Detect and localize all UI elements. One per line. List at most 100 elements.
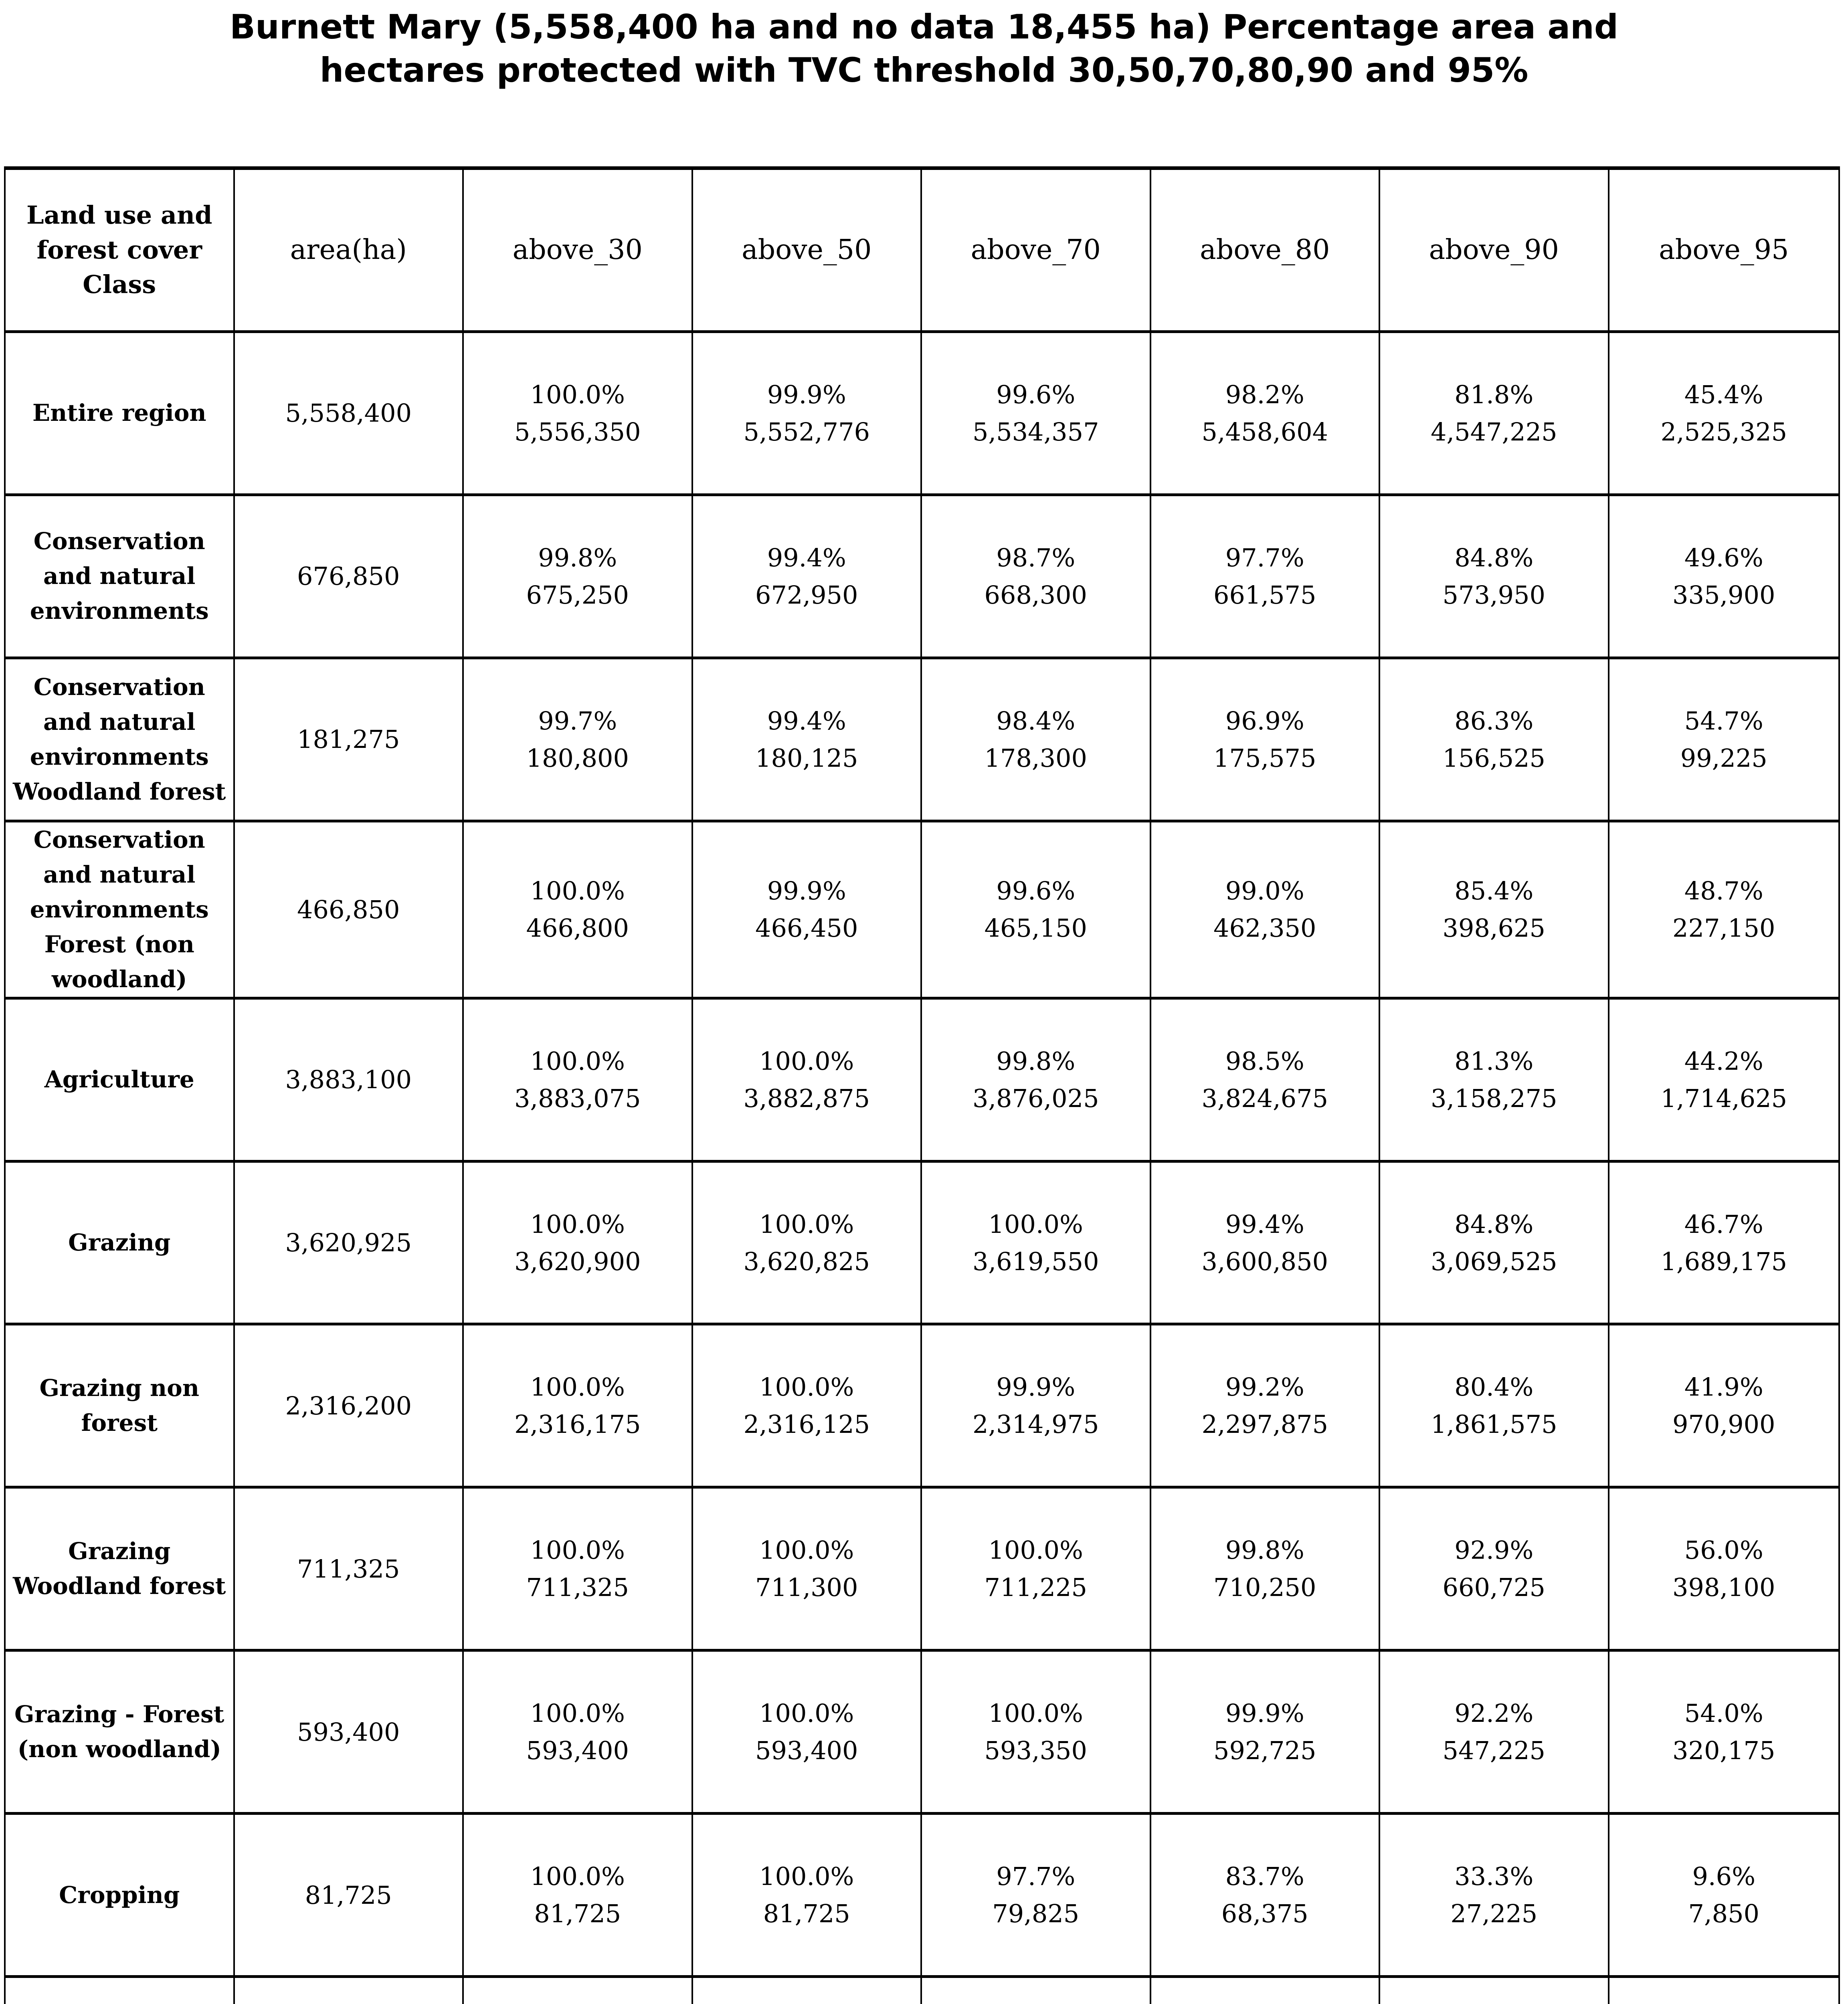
hectares-value: 1,714,625 — [1660, 1083, 1787, 1113]
value-cell: 9.6% 7,850 — [1609, 1815, 1838, 1978]
hectares-value: 5,556,350 — [514, 417, 641, 446]
area-cell: 3,620,925 — [235, 1162, 464, 1326]
hectares-value: 3,882,875 — [743, 1083, 870, 1113]
percent-value: 100.0% — [759, 1046, 854, 1076]
hectares-value: 3,600,850 — [1201, 1246, 1328, 1276]
percent-value: 100.0% — [530, 380, 625, 409]
value-cell: 49.6% 335,900 — [1609, 496, 1838, 659]
data-table: Land use and forest cover Class area(ha) a… — [4, 166, 1840, 2004]
value-cell: 84.8% 573,950 — [1380, 496, 1609, 659]
percent-value: 99.7% — [538, 706, 617, 735]
value-cell: 100.0% 81,725 — [464, 1815, 693, 1978]
percent-value: 99.2% — [1225, 1372, 1304, 1402]
hectares-value: 68,375 — [1221, 1899, 1308, 1929]
hectares-value: 573,950 — [1442, 580, 1545, 610]
percent-value: 99.6% — [996, 876, 1076, 906]
value-cell: 100.0% 3,620,900 — [464, 1162, 693, 1326]
row-label-cell: Cropping — [6, 1815, 235, 1978]
hectares-value: 593,400 — [526, 1736, 629, 1766]
hectares-value: 5,458,604 — [1201, 417, 1328, 446]
percent-value: 97.7% — [996, 1862, 1076, 1891]
percent-value: 84.8% — [1454, 1209, 1534, 1239]
header-cell: above_95 — [1609, 170, 1838, 333]
header-cell: above_30 — [464, 170, 693, 333]
value-cell: 86.3% 156,525 — [1380, 659, 1609, 822]
value-cell: 54.7% 99,225 — [1609, 659, 1838, 822]
hectares-value: 970,900 — [1672, 1410, 1775, 1439]
value-cell: 33.7%58,975 — [1380, 1978, 1609, 2004]
area-cell: 2,316,200 — [235, 1325, 464, 1489]
hectares-value: 2,525,325 — [1660, 417, 1787, 446]
percent-value: 100.0% — [759, 1535, 854, 1565]
row-label-cell: Conservation and natural environments — [6, 496, 235, 659]
percent-value: 100.0% — [988, 1209, 1083, 1239]
value-cell: 99.6% 465,150 — [922, 822, 1151, 1000]
value-cell: 99.7% 180,800 — [464, 659, 693, 822]
value-cell: 100.0% 593,350 — [922, 1652, 1151, 1815]
hectares-value: 2,297,875 — [1201, 1410, 1328, 1439]
value-cell: 100.0%174,775 — [464, 1978, 693, 2004]
value-cell: 84.8% 3,069,525 — [1380, 1162, 1609, 1326]
area-cell: 466,850 — [235, 822, 464, 1000]
value-cell: 99.4% 3,600,850 — [1151, 1162, 1380, 1326]
area-cell: 676,850 — [235, 496, 464, 659]
value-cell: 99.9% 466,450 — [693, 822, 922, 1000]
hectares-value: 593,400 — [755, 1736, 858, 1766]
hectares-value: 462,350 — [1213, 913, 1316, 943]
hectares-value: 3,620,900 — [514, 1246, 641, 1276]
percent-value: 33.3% — [1454, 1862, 1534, 1891]
hectares-value: 156,525 — [1442, 743, 1545, 773]
area-cell: 593,400 — [235, 1652, 464, 1815]
percent-value: 100.0% — [759, 1209, 854, 1239]
value-cell: 44.2% 1,714,625 — [1609, 1000, 1838, 1163]
value-cell: 100.0% 81,725 — [693, 1815, 922, 1978]
hectares-value: 466,450 — [755, 913, 858, 943]
hectares-value: 711,225 — [984, 1573, 1087, 1602]
hectares-value: 3,824,675 — [1201, 1083, 1328, 1113]
percent-value: 99.9% — [767, 876, 846, 906]
hectares-value: 1,861,575 — [1430, 1410, 1557, 1439]
value-cell: 86.1%150,400 — [1151, 1978, 1380, 2004]
hectares-value: 2,316,175 — [514, 1410, 641, 1439]
percent-value: 92.2% — [1454, 1699, 1534, 1728]
hectares-value: 661,575 — [1213, 580, 1316, 610]
percent-value: 100.0% — [530, 1535, 625, 1565]
hectares-value: 466,800 — [526, 913, 629, 943]
hectares-value: 27,225 — [1450, 1899, 1538, 1929]
percent-value: 92.9% — [1454, 1535, 1534, 1565]
value-cell: 100.0% 711,300 — [693, 1489, 922, 1652]
percent-value: 9.6% — [1692, 1862, 1755, 1891]
hectares-value: 672,950 — [755, 580, 858, 610]
percent-value: 99.9% — [996, 1372, 1076, 1402]
value-cell: 97.7% 661,575 — [1151, 496, 1380, 659]
value-cell: 100.0% 3,882,875 — [693, 999, 922, 1163]
value-cell: 56.0% 398,100 — [1609, 1489, 1838, 1652]
percent-value: 56.0% — [1684, 1535, 1763, 1565]
value-cell: 98.5% 3,824,675 — [1151, 999, 1380, 1163]
hectares-value: 3,069,525 — [1430, 1246, 1557, 1276]
hectares-value: 660,725 — [1442, 1573, 1545, 1602]
header-cell: above_90 — [1380, 170, 1609, 333]
row-label-cell: Grazing - Forest (non woodland) — [6, 1652, 235, 1815]
value-cell: 98.4% 178,300 — [922, 659, 1151, 822]
value-cell: 100.0% 466,800 — [464, 822, 693, 1000]
value-cell: 99.2% 2,297,875 — [1151, 1325, 1380, 1489]
value-cell: 99.9% 5,552,776 — [693, 333, 922, 496]
hectares-value: 79,825 — [992, 1899, 1080, 1929]
page-title: Burnett Mary (5,558,400 ha and no data 1… — [0, 6, 1848, 92]
hectares-value: 180,125 — [755, 743, 858, 773]
value-cell: 45.4% 2,525,325 — [1609, 333, 1838, 496]
hectares-value: 4,547,225 — [1430, 417, 1557, 446]
percent-value: 49.6% — [1684, 543, 1763, 572]
page-title-line1: Burnett Mary (5,558,400 ha and no data 1… — [230, 7, 1618, 46]
percent-value: 99.9% — [767, 380, 846, 409]
hectares-value: 675,250 — [526, 580, 629, 610]
value-cell: 100.0% 3,620,825 — [693, 1162, 922, 1326]
percent-value: 81.8% — [1454, 380, 1534, 409]
value-cell: 100.0% 711,325 — [464, 1489, 693, 1652]
hectares-value: 668,300 — [984, 580, 1087, 610]
percent-value: 99.6% — [996, 380, 1076, 409]
value-cell: 99.0% 462,350 — [1151, 822, 1380, 1000]
hectares-value: 593,350 — [984, 1736, 1087, 1766]
